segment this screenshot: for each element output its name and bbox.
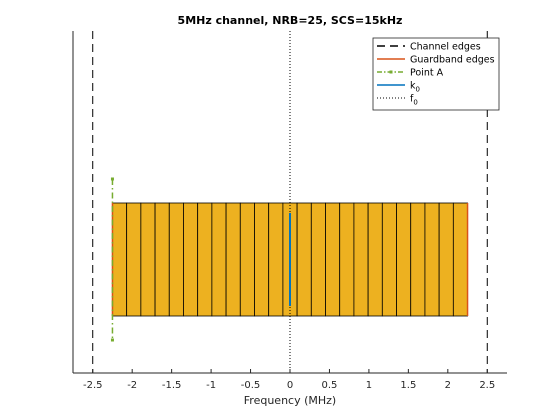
resource-block: [197, 202, 213, 317]
legend-label-point_a: Point A: [410, 68, 444, 79]
resource-block: [410, 202, 426, 317]
resource-block: [154, 202, 170, 317]
x-tick-label: 1: [366, 380, 372, 391]
plot-area: [92, 31, 488, 373]
legend-label-f0: f0: [410, 94, 418, 107]
resource-block: [183, 202, 199, 317]
resource-block: [339, 202, 355, 317]
x-tick-label: 2.5: [479, 380, 495, 391]
resource-block: [126, 202, 142, 317]
legend-marker-point_a: [389, 70, 393, 74]
point-a-marker: [110, 338, 114, 342]
legend-label-k0: k0: [410, 81, 420, 94]
x-tick-label: -1.5: [162, 380, 182, 391]
legend-box: [372, 37, 500, 111]
resource-block: [424, 202, 440, 317]
resource-block: [438, 202, 454, 317]
x-tick-label: 0.5: [322, 380, 338, 391]
x-tick-label: -2.5: [83, 380, 103, 391]
legend-label-guardband_edges: Guardband edges: [410, 55, 495, 66]
x-tick-label: -2: [127, 380, 137, 391]
point-a-marker: [110, 177, 114, 181]
legend-label-subscript: 0: [413, 99, 417, 107]
axes: -2.5 -2 -1.5 -1 -0.5 0 0.5 1 1.5 2 2.5: [72, 31, 507, 391]
resource-block: [225, 202, 241, 317]
resource-block: [367, 202, 383, 317]
resource-block: [310, 202, 326, 317]
x-tick-label: 0: [287, 380, 293, 391]
legend-label-channel_edges: Channel edges: [410, 42, 481, 53]
chart-title: 5MHz channel, NRB=25, SCS=15kHz: [178, 14, 403, 27]
resource-block: [211, 202, 227, 317]
resource-block: [168, 202, 184, 317]
resource-block: [140, 202, 156, 317]
resource-block: [353, 202, 369, 317]
x-tick-label: -0.5: [241, 380, 261, 391]
resource-block: [296, 202, 312, 317]
x-axis-label: Frequency (MHz): [244, 394, 336, 407]
x-tick-label: 1.5: [400, 380, 416, 391]
resource-block: [452, 202, 468, 317]
resource-block: [254, 202, 270, 317]
legend-label-subscript: 0: [416, 86, 420, 94]
resource-block: [239, 202, 255, 317]
x-tick-label: -1: [206, 380, 216, 391]
resource-block: [268, 202, 284, 317]
resource-block: [325, 202, 341, 317]
resource-block: [112, 202, 128, 317]
resource-block: [396, 202, 412, 317]
x-tick-label: 2: [445, 380, 451, 391]
resource-block: [381, 202, 397, 317]
